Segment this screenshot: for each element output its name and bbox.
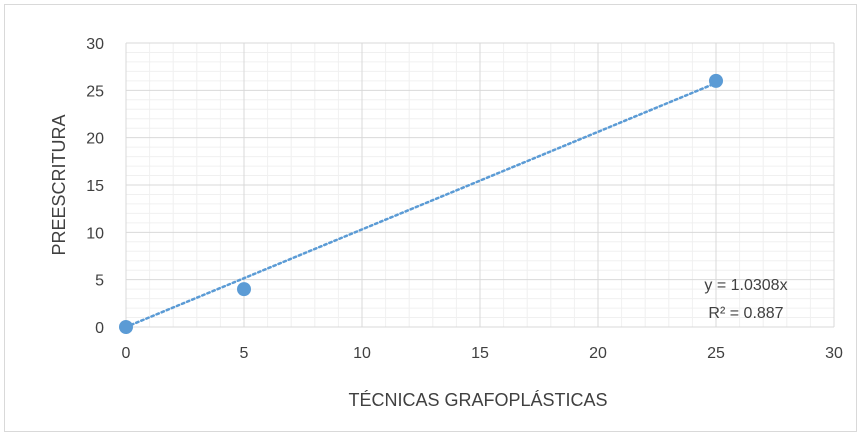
trendline (124, 81, 718, 329)
y-tick-label: 25 (86, 83, 104, 100)
x-tick-label: 30 (825, 345, 843, 362)
data-points (119, 73, 723, 334)
data-point (237, 282, 251, 297)
major-gridlines (125, 42, 835, 328)
y-tick-label: 5 (95, 273, 104, 290)
x-axis-ticks: 0 5 10 15 20 25 30 (122, 345, 843, 362)
data-point (709, 73, 723, 88)
y-tick-label: 30 (86, 36, 104, 53)
x-tick-label: 10 (353, 345, 371, 362)
y-tick-label: 10 (86, 225, 104, 242)
x-tick-label: 5 (240, 345, 249, 362)
x-tick-label: 20 (589, 345, 607, 362)
y-axis-title: PREESCRITURA (49, 114, 69, 255)
y-tick-label: 0 (95, 320, 104, 337)
trendline-group (124, 81, 718, 329)
data-point (119, 320, 133, 334)
y-tick-label: 20 (86, 131, 104, 148)
y-tick-label: 15 (86, 178, 104, 195)
trendline-equation: y = 1.0308x (704, 277, 787, 294)
y-axis-ticks: 0 5 10 15 20 25 30 (86, 36, 104, 337)
x-tick-label: 15 (471, 345, 489, 362)
x-tick-label: 0 (122, 345, 131, 362)
trendline-r2: R² = 0.887 (708, 305, 783, 322)
x-axis-title: TÉCNICAS GRAFOPLÁSTICAS (348, 390, 607, 410)
x-tick-label: 25 (707, 345, 725, 362)
